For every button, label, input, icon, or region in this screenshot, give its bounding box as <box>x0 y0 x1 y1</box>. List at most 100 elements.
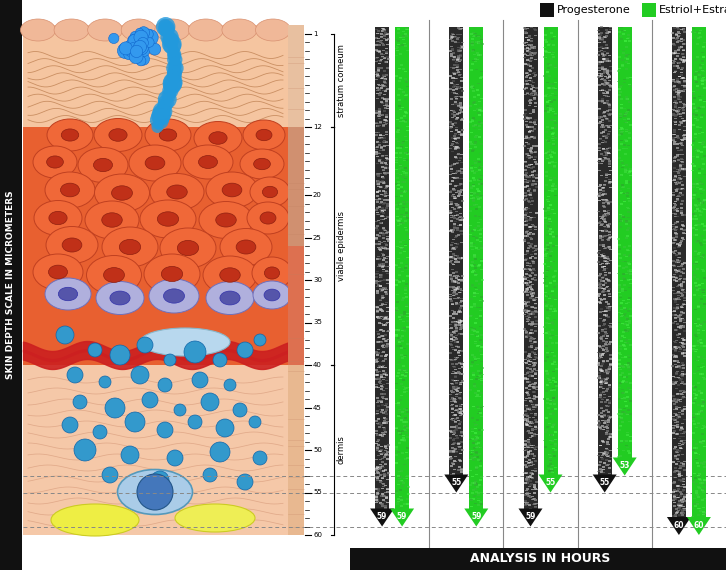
Bar <box>534 299 537 300</box>
Bar <box>676 156 679 157</box>
Bar <box>396 196 399 197</box>
Bar <box>383 56 386 58</box>
Bar <box>534 316 537 318</box>
Bar <box>383 34 386 36</box>
Bar <box>606 406 609 407</box>
Bar <box>677 150 680 151</box>
Bar <box>597 84 600 86</box>
Bar <box>475 436 478 437</box>
Bar <box>699 181 702 182</box>
Bar <box>452 451 454 453</box>
Bar <box>599 394 602 396</box>
Bar <box>525 220 528 222</box>
Bar <box>545 184 548 186</box>
Bar <box>383 93 386 95</box>
Bar <box>376 74 379 76</box>
Bar <box>680 429 682 431</box>
Bar <box>619 219 622 221</box>
Bar <box>553 389 556 391</box>
Bar <box>600 398 603 400</box>
Bar <box>681 188 685 189</box>
Bar <box>672 382 674 384</box>
Bar <box>383 241 386 242</box>
Bar <box>681 263 684 264</box>
Bar <box>701 143 704 145</box>
Bar <box>533 170 536 172</box>
Bar <box>454 372 457 374</box>
Bar <box>449 221 453 222</box>
Bar <box>456 170 459 172</box>
Bar <box>699 510 702 512</box>
Bar <box>474 480 478 481</box>
Bar <box>548 198 551 200</box>
Bar <box>605 409 608 411</box>
Bar <box>523 221 526 222</box>
Bar <box>376 449 379 451</box>
Bar <box>480 378 483 380</box>
Bar <box>683 126 686 128</box>
Bar <box>386 497 388 499</box>
Bar <box>401 369 404 371</box>
Bar <box>478 434 481 436</box>
Circle shape <box>166 59 184 77</box>
Bar <box>523 444 527 446</box>
Bar <box>386 458 389 460</box>
Bar <box>525 288 528 290</box>
Bar <box>629 370 632 372</box>
Bar <box>454 148 457 150</box>
Circle shape <box>237 342 253 358</box>
Bar <box>534 389 537 390</box>
Bar <box>477 498 481 499</box>
Circle shape <box>167 66 182 81</box>
Bar <box>453 289 456 290</box>
Bar <box>532 292 535 294</box>
Bar <box>379 308 382 310</box>
Bar <box>376 156 379 157</box>
Bar <box>603 380 606 382</box>
Circle shape <box>165 31 174 40</box>
Bar <box>601 101 604 103</box>
Bar <box>382 271 385 272</box>
Bar <box>523 300 526 302</box>
Bar <box>599 318 602 319</box>
Bar <box>605 36 608 38</box>
Bar <box>551 108 554 109</box>
Bar <box>381 386 384 388</box>
Bar <box>455 88 458 90</box>
Bar <box>385 304 388 306</box>
Bar <box>526 451 530 453</box>
Bar <box>452 276 454 277</box>
Bar <box>385 408 388 410</box>
Bar <box>674 317 677 318</box>
Bar <box>677 416 681 418</box>
Bar <box>386 345 389 347</box>
Bar <box>677 67 680 69</box>
Bar <box>680 188 683 190</box>
Bar <box>601 36 604 38</box>
Bar <box>533 341 536 343</box>
Bar <box>529 131 531 133</box>
Bar <box>375 386 378 388</box>
Bar <box>449 286 452 288</box>
Bar <box>453 135 456 137</box>
Bar <box>606 256 609 258</box>
Bar <box>377 186 380 188</box>
Bar <box>547 331 550 333</box>
Bar <box>680 325 683 327</box>
Bar <box>529 281 531 283</box>
Ellipse shape <box>144 254 200 294</box>
Bar <box>479 447 482 448</box>
Bar <box>456 417 459 419</box>
Bar <box>597 76 600 78</box>
Bar <box>454 442 457 443</box>
Bar <box>405 266 408 267</box>
Bar <box>696 205 698 207</box>
Bar <box>376 125 379 127</box>
Bar <box>527 39 530 40</box>
Circle shape <box>161 96 172 107</box>
Bar <box>460 213 462 214</box>
Bar <box>531 429 534 430</box>
Bar <box>384 405 388 406</box>
Bar <box>406 411 409 413</box>
Bar <box>532 365 536 367</box>
